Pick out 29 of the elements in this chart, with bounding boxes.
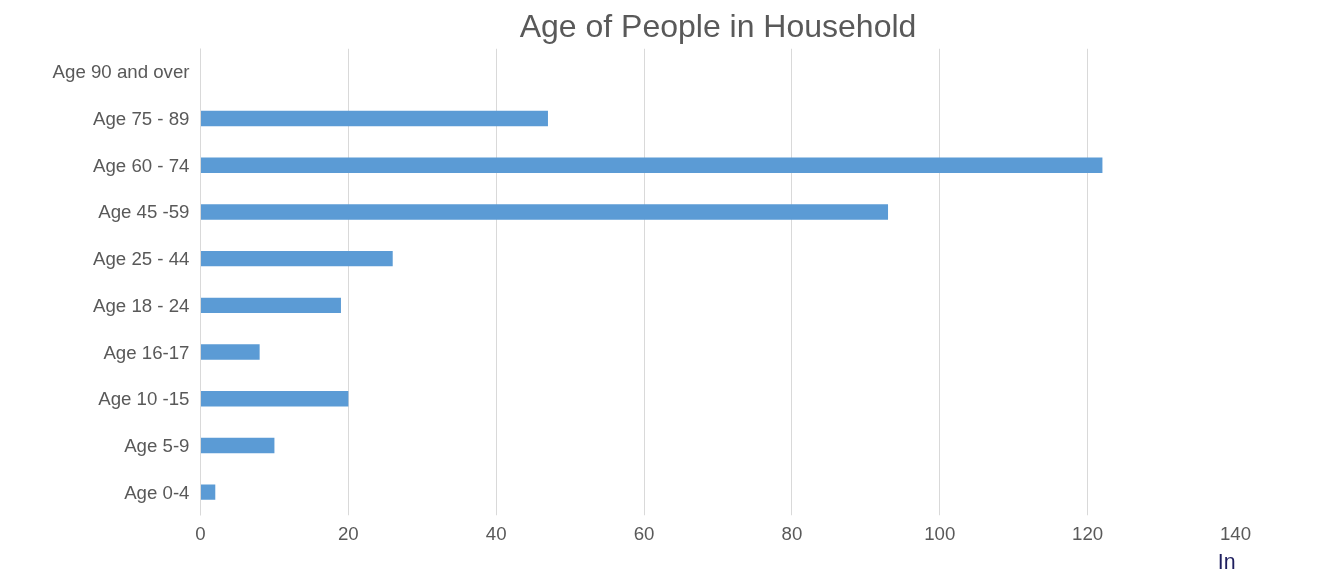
bar bbox=[200, 110, 548, 127]
bar bbox=[200, 157, 1103, 173]
bar bbox=[200, 297, 341, 314]
y-tick-label: Age 75 - 89 bbox=[93, 108, 190, 130]
bar bbox=[200, 391, 349, 407]
y-tick-label: Age 45 -59 bbox=[98, 201, 190, 223]
y-tick-label: Age 18 - 24 bbox=[93, 294, 190, 316]
x-tick-label: 120 bbox=[1072, 522, 1104, 544]
y-tick-label: Age 25 - 44 bbox=[93, 248, 190, 270]
bar bbox=[200, 204, 889, 220]
y-tick-label: Age 10 -15 bbox=[98, 388, 190, 410]
text: In bbox=[1217, 549, 1236, 574]
x-tick-label: 100 bbox=[924, 522, 956, 544]
y-tick-label: Age 0-4 bbox=[124, 481, 190, 503]
x-tick-label: 40 bbox=[485, 522, 507, 544]
chart-title: Age of People in Household bbox=[519, 7, 917, 44]
y-tick-label: Age 16-17 bbox=[103, 341, 190, 363]
x-tick-label: 80 bbox=[781, 522, 803, 544]
y-tick-label: Age 5-9 bbox=[124, 434, 190, 456]
bar bbox=[200, 344, 260, 360]
bar bbox=[200, 250, 393, 267]
bar bbox=[200, 437, 275, 454]
x-tick-label: 140 bbox=[1219, 522, 1252, 544]
x-tick-label: 60 bbox=[633, 522, 655, 544]
x-tick-label: 20 bbox=[337, 522, 359, 544]
x-tick-label: 0 bbox=[195, 522, 206, 544]
y-tick-label: Age 60 - 74 bbox=[93, 154, 190, 176]
y-tick-label: Age 90 and over bbox=[52, 61, 190, 83]
bar bbox=[200, 484, 216, 500]
